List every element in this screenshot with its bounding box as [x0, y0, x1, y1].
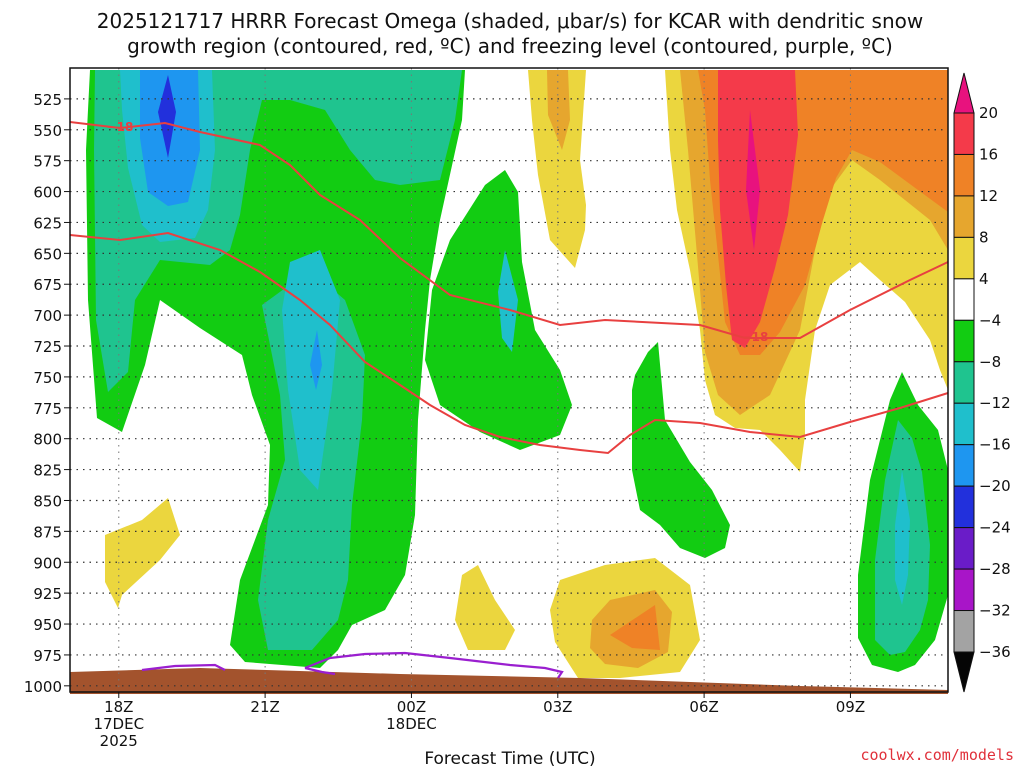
omega-shade-region	[310, 330, 322, 390]
omega-shade-region	[895, 470, 910, 605]
y-tick-label: 700	[33, 307, 62, 325]
colorbar-level-label: 4	[979, 270, 989, 288]
colorbar-segment	[953, 527, 975, 570]
x-tick-label: 00Z	[397, 698, 426, 716]
plot-frame	[69, 67, 949, 693]
colorbar-level-label: −12	[979, 394, 1011, 412]
colorbar-segment	[953, 610, 975, 653]
colorbar-segment	[953, 112, 975, 155]
y-tick-label: 925	[33, 585, 62, 603]
colorbar-segment	[953, 485, 975, 529]
omega-shade-region	[282, 250, 340, 490]
colorbar-level-label: 16	[979, 145, 998, 163]
x-tick-label: 09Z	[836, 698, 865, 716]
y-tick-label: 675	[33, 276, 62, 294]
colorbar-segment	[953, 402, 975, 446]
colorbar-segment	[953, 319, 975, 363]
omega-shade-region	[498, 250, 518, 352]
y-axis: 525 550 575 600 625 650 675 700 725 750 775 800 825 8…	[24, 91, 70, 696]
y-tick-label: 625	[33, 214, 62, 232]
colorbar-segment	[953, 278, 975, 321]
omega-shade-region	[610, 605, 660, 650]
y-tick-label: 850	[33, 492, 62, 510]
credit-text: coolwx.com/models	[860, 746, 1014, 764]
colorbar-level-label: 12	[979, 187, 998, 205]
y-tick-label: 1000	[24, 678, 62, 696]
x-tick-label: 2025	[100, 732, 138, 750]
y-tick-label: 950	[33, 616, 62, 634]
omega-shade-region	[528, 70, 586, 268]
chart-title-line-2: growth region (contoured, red, ºC) and f…	[127, 34, 893, 58]
colorbar-segment	[953, 153, 975, 197]
x-tick-label: 18Z	[104, 698, 133, 716]
x-tick-label: 03Z	[543, 698, 572, 716]
freezing-level-line	[141, 663, 226, 672]
colorbar-level-label: −24	[979, 519, 1011, 537]
colorbar-level-label: 20	[979, 104, 998, 122]
colorbar-segment	[953, 361, 975, 404]
omega-shade-region	[746, 110, 760, 250]
freezing-level-line	[304, 651, 564, 679]
colorbar-segment	[953, 568, 975, 612]
colorbar-level-label: −16	[979, 436, 1011, 454]
colorbar-level-label: −28	[979, 560, 1011, 578]
freezing-level-line	[304, 666, 336, 676]
colorbar-level-label: −8	[979, 353, 1001, 371]
x-axis-label: Forecast Time (UTC)	[424, 749, 595, 768]
omega-shade-region	[425, 170, 572, 450]
colorbar-segment	[953, 236, 975, 280]
y-tick-label: 525	[33, 91, 62, 109]
y-tick-label: 775	[33, 400, 62, 418]
y-tick-label: 600	[33, 184, 62, 202]
omega-shade-region	[632, 342, 730, 558]
colorbar-level-label: −32	[979, 602, 1011, 620]
colorbar-level-label: −4	[979, 311, 1001, 329]
y-tick-label: 900	[33, 554, 62, 572]
chart-title-line-1: 2025121717 HRRR Forecast Omega (shaded, …	[97, 9, 923, 33]
x-tick-label: 18DEC	[386, 715, 437, 733]
dendritic-contour-line	[69, 231, 949, 455]
colorbar-segment	[953, 195, 975, 238]
colorbar-bottom-arrow	[953, 651, 975, 693]
y-tick-label: 575	[33, 153, 62, 171]
y-tick-label: 825	[33, 462, 62, 480]
x-tick-label: 21Z	[250, 698, 279, 716]
y-tick-label: 975	[33, 647, 62, 665]
omega-shade-region	[455, 565, 515, 650]
colorbar-level-label: −20	[979, 477, 1011, 495]
omega-shade-region	[70, 668, 948, 694]
colorbar-segment	[953, 444, 975, 487]
dendritic-contour-label: −18	[107, 120, 134, 134]
y-tick-label: 875	[33, 523, 62, 541]
colorbar-top-arrow	[953, 72, 975, 114]
colorbar-level-label: −36	[979, 643, 1011, 661]
y-tick-label: 650	[33, 245, 62, 263]
omega-shade-region	[158, 75, 176, 158]
dendritic-contour-line	[69, 121, 949, 339]
y-tick-label: 800	[33, 431, 62, 449]
dendritic-contour-label: −18	[742, 330, 769, 344]
y-tick-label: 725	[33, 338, 62, 356]
omega-shade-region	[105, 498, 180, 608]
x-tick-label: 17DEC	[93, 715, 144, 733]
colorbar-level-label: 8	[979, 228, 989, 246]
plot-area: −18 −18	[69, 67, 949, 694]
y-tick-label: 550	[33, 122, 62, 140]
y-tick-label: 750	[33, 369, 62, 387]
colorbar-legend: 20 16 12 8 4 −4 −8 −12 −16 −20 −24 −28 −32 −36	[953, 72, 1011, 693]
x-tick-label: 06Z	[689, 698, 718, 716]
